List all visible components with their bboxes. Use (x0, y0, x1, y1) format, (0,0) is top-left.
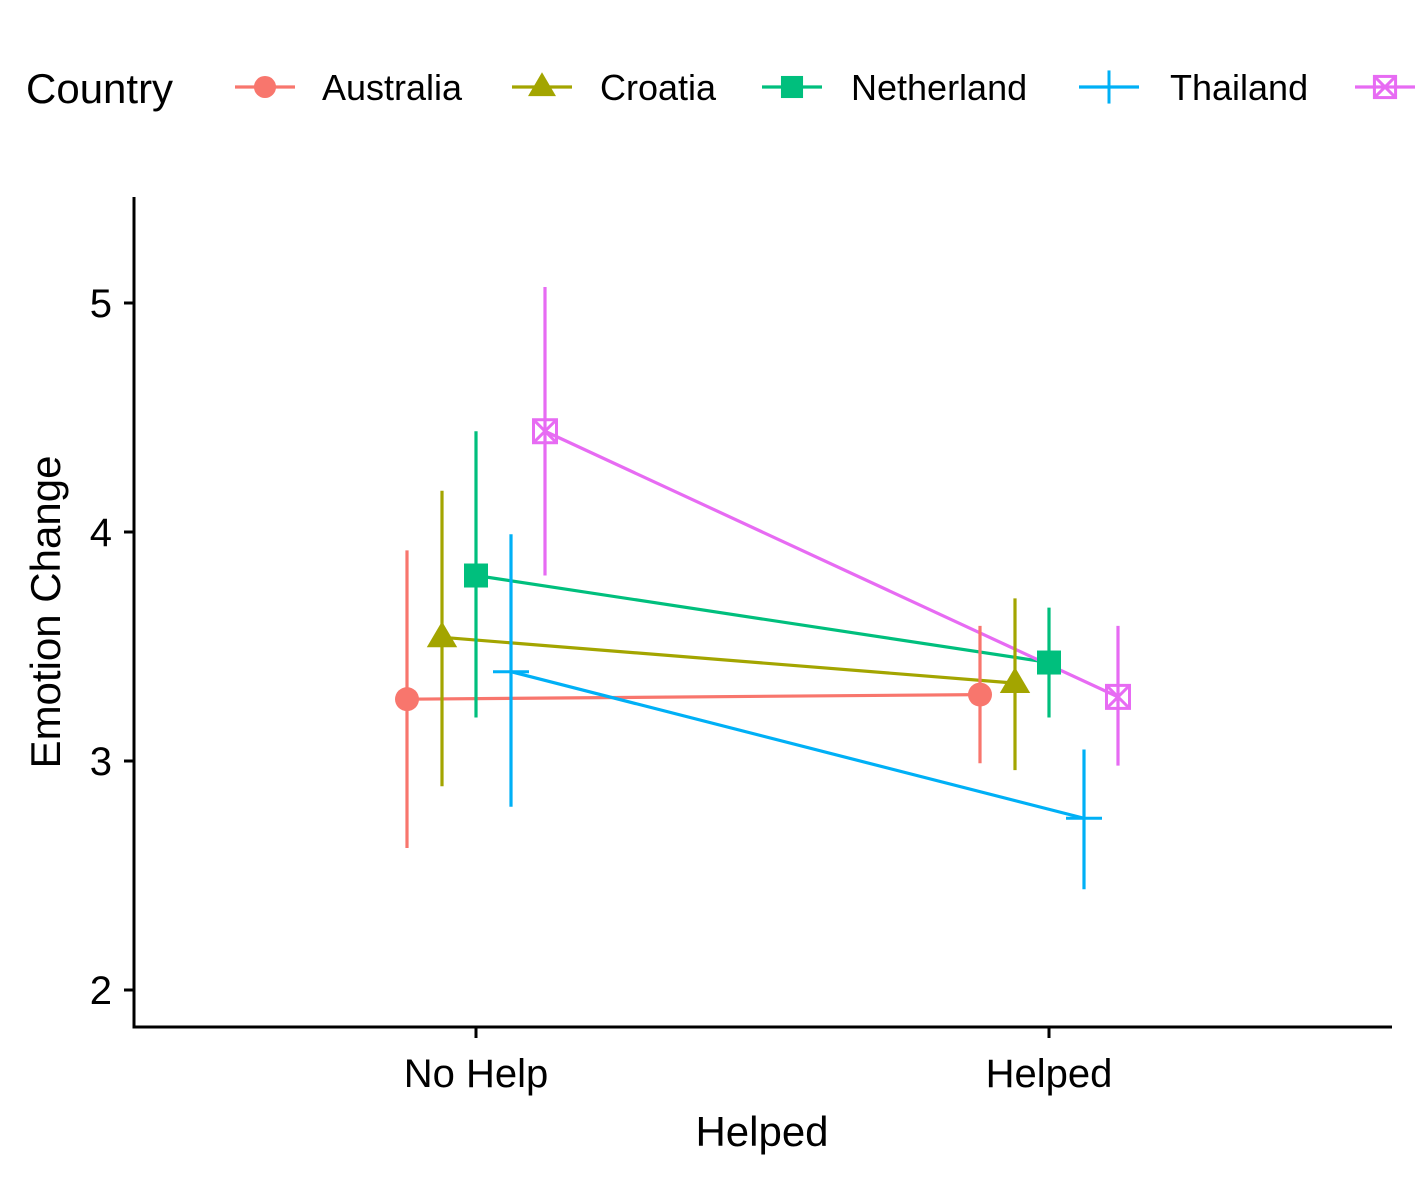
y-tick-label: 3 (90, 740, 112, 784)
axes: 2 3 4 5 No Help Helped Helped Emotion Change (22, 197, 1392, 1155)
x-axis-title: Helped (695, 1108, 828, 1155)
legend: Country Australia Croatia Netherland Thaila… (26, 65, 1415, 112)
series-line (475, 573, 1050, 665)
series-lines (406, 429, 1119, 820)
plot-area (395, 286, 1131, 890)
x-ticks: No Help Helped (404, 1027, 1113, 1096)
y-tick-label: 2 (90, 969, 112, 1013)
legend-label: Croatia (600, 67, 717, 108)
series-line (406, 692, 981, 701)
legend-title: Country (26, 65, 173, 112)
y-tick-label: 4 (90, 511, 112, 555)
data-point (1066, 800, 1102, 837)
legend-entry: Australia (235, 67, 463, 108)
data-point (968, 682, 992, 707)
data-point (426, 621, 458, 648)
series-line (544, 429, 1119, 699)
x-tick-label: No Help (404, 1052, 549, 1096)
data-point (528, 72, 556, 97)
data-point (464, 563, 488, 588)
legend-label: Australia (322, 67, 463, 108)
data-point (493, 653, 529, 690)
markers (395, 418, 1131, 837)
legend-entry: Netherland (762, 67, 1027, 108)
series-line (510, 670, 1085, 820)
data-point (780, 75, 804, 99)
legend-entries: Australia Croatia Netherland Thailand (235, 67, 1415, 108)
legend-label: Thailand (1170, 67, 1308, 108)
legend-entry: Thailand (1079, 67, 1308, 108)
data-point (1105, 683, 1131, 710)
legend-entry: Croatia (512, 67, 717, 108)
y-tick-label: 5 (90, 282, 112, 326)
x-tick-label: Helped (986, 1052, 1113, 1096)
data-point (395, 687, 419, 712)
data-point (1037, 650, 1061, 675)
y-ticks: 2 3 4 5 (90, 282, 134, 1013)
series-line (441, 635, 1016, 685)
data-point (532, 418, 558, 445)
data-point (253, 75, 277, 99)
data-point (1092, 70, 1126, 104)
data-point (1372, 74, 1398, 100)
y-axis-title: Emotion Change (22, 456, 69, 769)
legend-label: Netherland (851, 67, 1027, 108)
legend-entry (1355, 74, 1415, 100)
data-point (999, 667, 1031, 694)
